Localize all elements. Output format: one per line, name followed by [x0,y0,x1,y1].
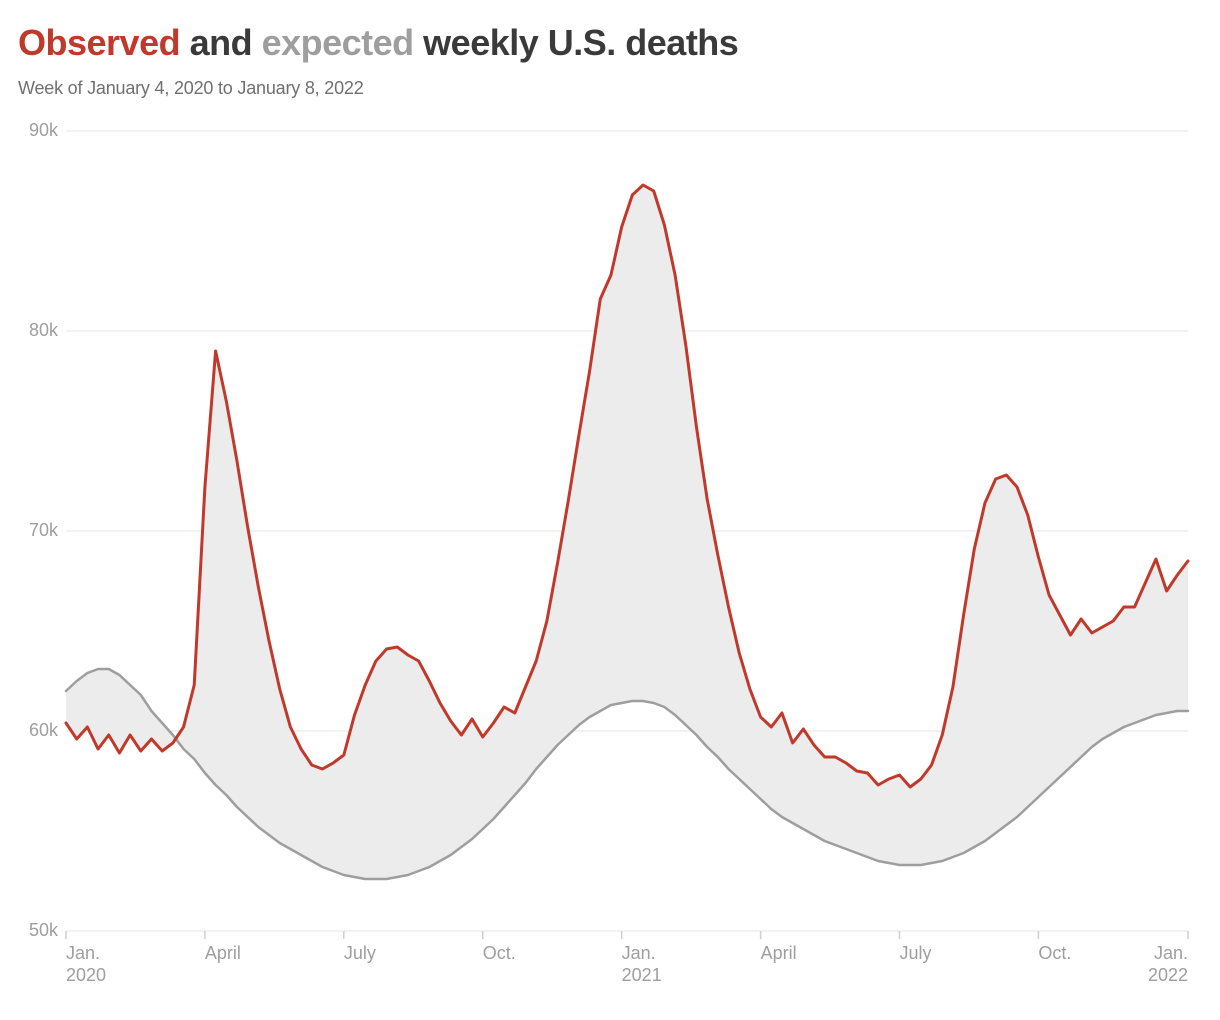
svg-text:60k: 60k [29,720,59,740]
svg-text:April: April [761,943,797,963]
svg-text:80k: 80k [29,320,59,340]
svg-text:50k: 50k [29,920,59,940]
chart-title: Observed and expected weekly U.S. deaths [18,22,1202,64]
svg-text:April: April [205,943,241,963]
svg-text:2021: 2021 [622,965,662,985]
chart-subtitle: Week of January 4, 2020 to January 8, 20… [18,78,1202,99]
svg-text:Oct.: Oct. [1038,943,1071,963]
svg-text:90k: 90k [29,120,59,140]
svg-text:Jan.: Jan. [622,943,656,963]
svg-text:July: July [344,943,376,963]
svg-text:July: July [899,943,931,963]
svg-text:70k: 70k [29,520,59,540]
svg-text:Oct.: Oct. [483,943,516,963]
svg-text:Jan.: Jan. [66,943,100,963]
svg-text:2022: 2022 [1148,965,1188,985]
svg-text:Jan.: Jan. [1154,943,1188,963]
line-chart: 50k60k70k80k90kJan.2020AprilJulyOct.Jan.… [18,113,1202,993]
svg-text:2020: 2020 [66,965,106,985]
chart-area: 50k60k70k80k90kJan.2020AprilJulyOct.Jan.… [18,113,1202,998]
